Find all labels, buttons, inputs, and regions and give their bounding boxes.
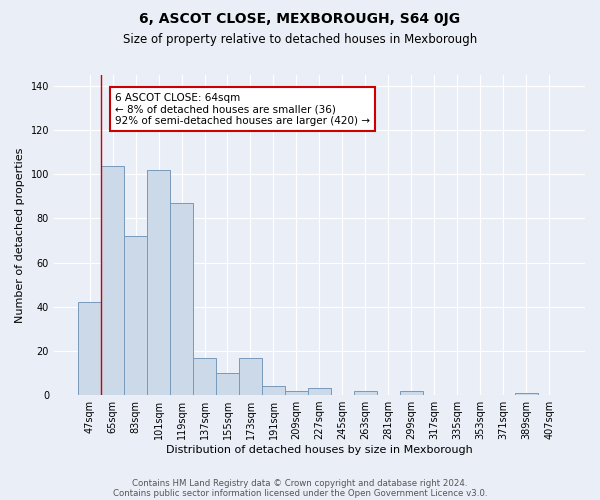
Text: Size of property relative to detached houses in Mexborough: Size of property relative to detached ho… (123, 32, 477, 46)
Bar (285, 390, 308, 395)
Bar (124, 236, 147, 395)
Bar (239, 358, 262, 395)
Y-axis label: Number of detached properties: Number of detached properties (15, 148, 25, 322)
Bar (216, 373, 239, 395)
Bar (262, 386, 285, 395)
Bar (170, 203, 193, 395)
Bar (193, 358, 216, 395)
Bar (101, 166, 124, 395)
X-axis label: Distribution of detached houses by size in Mexborough: Distribution of detached houses by size … (166, 445, 473, 455)
Bar (78, 302, 101, 395)
Bar (354, 390, 377, 395)
Bar (308, 388, 331, 395)
Bar (515, 393, 538, 395)
Text: Contains public sector information licensed under the Open Government Licence v3: Contains public sector information licen… (113, 488, 487, 498)
Text: 6, ASCOT CLOSE, MEXBOROUGH, S64 0JG: 6, ASCOT CLOSE, MEXBOROUGH, S64 0JG (139, 12, 461, 26)
Bar (400, 390, 423, 395)
Text: Contains HM Land Registry data © Crown copyright and database right 2024.: Contains HM Land Registry data © Crown c… (132, 478, 468, 488)
Text: 6 ASCOT CLOSE: 64sqm
← 8% of detached houses are smaller (36)
92% of semi-detach: 6 ASCOT CLOSE: 64sqm ← 8% of detached ho… (115, 92, 370, 126)
Bar (147, 170, 170, 395)
